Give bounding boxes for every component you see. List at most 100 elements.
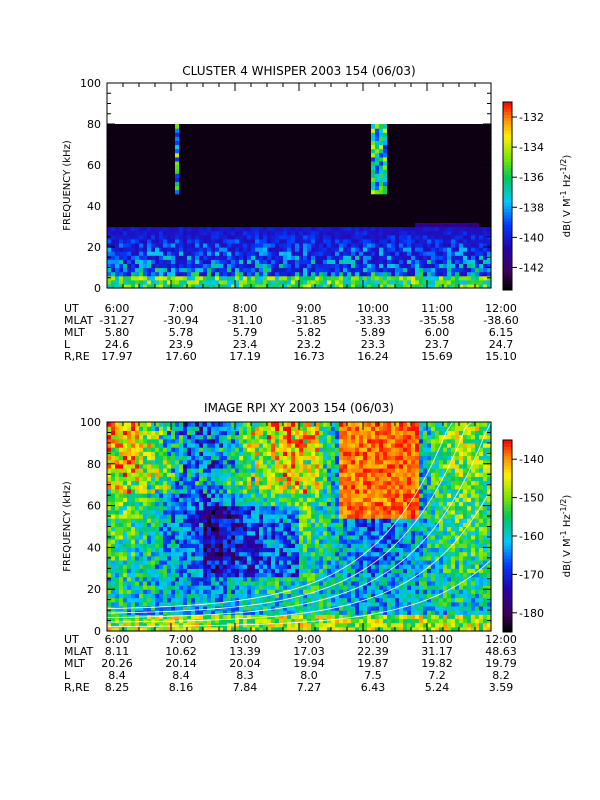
- spectrogram-cell: [475, 259, 480, 264]
- spectrogram-cell: [251, 230, 256, 236]
- spectrogram-cell: [163, 156, 168, 162]
- spectrogram-cell: [139, 238, 144, 244]
- spectrogram-cell: [379, 197, 384, 203]
- spectrogram-cell: [167, 497, 172, 503]
- spectrogram-cell: [431, 222, 436, 228]
- spectrogram-cell: [355, 238, 360, 244]
- spectrogram-cell: [455, 275, 460, 281]
- spectrogram-cell: [363, 279, 368, 285]
- colorbar-label-part: Hz: [562, 174, 573, 190]
- spectrogram-cell: [107, 505, 112, 511]
- spectrogram-cell: [395, 247, 400, 252]
- spectrogram-cell: [191, 197, 196, 203]
- spectrogram-cell: [107, 539, 112, 544]
- spectrogram-cell: [371, 189, 376, 195]
- spectrogram-cell: [111, 181, 116, 187]
- spectrogram-cell: [187, 263, 192, 269]
- spectrogram-cell: [183, 132, 188, 137]
- spectrogram-cell: [471, 132, 476, 137]
- spectrogram-cell: [143, 480, 148, 486]
- spectrogram-cell: [351, 234, 356, 240]
- spectrogram-cell: [251, 271, 256, 277]
- spectrogram-cell: [147, 259, 152, 264]
- spectrogram-cell: [427, 140, 432, 146]
- spectrogram-cell: [291, 124, 296, 129]
- spectrogram-cell: [203, 144, 208, 150]
- spectrogram-cell: [131, 259, 136, 264]
- colorbar-swatch: [503, 277, 512, 282]
- spectrogram-cell: [339, 234, 344, 240]
- spectrogram-cell: [223, 206, 228, 211]
- spectrogram-cell: [139, 463, 144, 469]
- spectrogram-cell: [163, 476, 168, 482]
- spectrogram-cell: [143, 283, 148, 289]
- spectrogram-cell: [459, 263, 464, 269]
- spectrogram-cell: [443, 222, 448, 228]
- spectrogram-cell: [163, 530, 168, 536]
- spectrogram-cell: [287, 238, 292, 244]
- spectrogram-cell: [327, 181, 332, 187]
- spectrogram-cell: [187, 173, 192, 178]
- spectrogram-cell: [307, 124, 312, 129]
- spectrogram-cell: [387, 169, 392, 174]
- spectrogram-cell: [199, 136, 204, 141]
- spectrogram-cell: [159, 530, 164, 536]
- spectrogram-cell: [195, 160, 200, 166]
- spectrogram-cell: [175, 218, 180, 223]
- spectrogram-cell: [299, 128, 304, 133]
- spectrogram-cell: [155, 593, 160, 599]
- spectrogram-cell: [467, 242, 472, 248]
- spectrogram-cell: [135, 210, 140, 215]
- spectrogram-cell: [395, 218, 400, 223]
- spectrogram-cell: [163, 201, 168, 207]
- spectrogram-cell: [395, 275, 400, 281]
- ephemeris-value: -38.60: [483, 314, 518, 327]
- spectrogram-cell: [239, 206, 244, 211]
- spectrogram-cell: [363, 251, 368, 256]
- spectrogram-cell: [407, 267, 412, 273]
- spectrogram-cell: [303, 222, 308, 228]
- spectrogram-cell: [115, 279, 120, 285]
- spectrogram-cell: [143, 226, 148, 232]
- spectrogram-cell: [147, 201, 152, 207]
- spectrogram-cell: [431, 238, 436, 244]
- spectrogram-cell: [227, 230, 232, 236]
- spectrogram-cell: [355, 165, 360, 170]
- spectrogram-cell: [131, 555, 136, 561]
- spectrogram-cell: [259, 251, 264, 256]
- spectrogram-cell: [267, 193, 272, 199]
- spectrogram-cell: [175, 169, 180, 174]
- spectrogram-cell: [179, 271, 184, 277]
- spectrogram-cell: [455, 234, 460, 240]
- spectrogram-cell: [379, 132, 384, 137]
- spectrogram-cell: [463, 201, 468, 207]
- spectrogram-cell: [319, 128, 324, 133]
- spectrogram-cell: [255, 283, 260, 289]
- spectrogram-cell: [427, 214, 432, 219]
- spectrogram-cell: [159, 455, 164, 461]
- spectrogram-cell: [179, 238, 184, 244]
- spectrogram-cell: [183, 165, 188, 170]
- spectrogram-cell: [179, 214, 184, 219]
- spectrogram-cell: [139, 132, 144, 137]
- spectrogram-cell: [411, 181, 416, 187]
- spectrogram-cell: [127, 568, 132, 574]
- spectrogram-cell: [271, 226, 276, 232]
- spectrogram-cell: [147, 459, 152, 465]
- spectrogram-cell: [171, 234, 176, 240]
- spectrogram-cell: [447, 156, 452, 162]
- spectrogram-cell: [331, 238, 336, 244]
- spectrogram-cell: [359, 156, 364, 162]
- spectrogram-cell: [347, 144, 352, 150]
- spectrogram-cell: [355, 173, 360, 178]
- spectrogram-cell: [283, 255, 288, 260]
- spectrogram-cell: [459, 230, 464, 236]
- spectrogram-cell: [443, 136, 448, 141]
- spectrogram-cell: [375, 242, 380, 248]
- spectrogram-cell: [351, 185, 356, 191]
- spectrogram-cell: [311, 218, 316, 223]
- spectrogram-cell: [391, 152, 396, 158]
- spectrogram-cell: [275, 140, 280, 146]
- spectrogram-cell: [159, 242, 164, 248]
- spectrogram-cell: [151, 543, 156, 548]
